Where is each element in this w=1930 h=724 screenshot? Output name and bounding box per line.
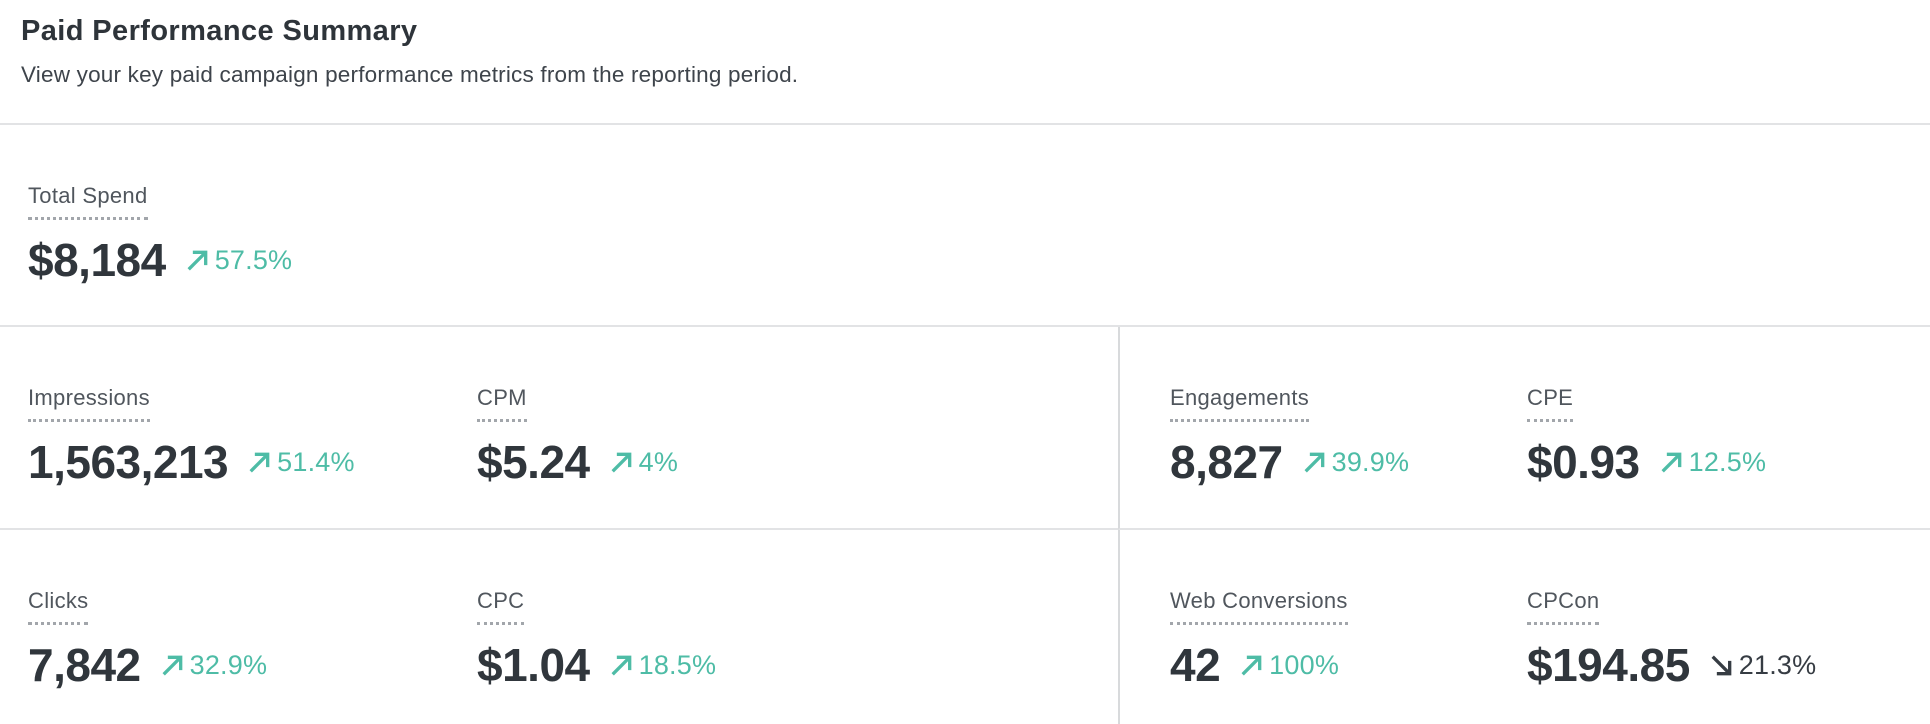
cell-impressions-cpm: Impressions 1,563,213 51.4% CPM $5.24 4%: [0, 327, 1118, 530]
metric-delta-value: 57.5%: [214, 244, 293, 275]
metric-cpe: CPE $0.93 12.5%: [1527, 385, 1766, 488]
metric-label-cpcon[interactable]: CPCon: [1527, 588, 1600, 625]
trend-up-icon: [162, 655, 182, 676]
trend-up-icon: [1304, 452, 1324, 473]
metric-delta-value: 39.9%: [1331, 446, 1410, 477]
metric-cpcon: CPCon $194.85 21.3%: [1527, 588, 1816, 691]
trend-up-icon: [1241, 655, 1262, 676]
metric-value-row: $5.24 4%: [477, 437, 678, 488]
metric-delta: 39.9%: [1300, 447, 1410, 478]
metric-delta-value: 21.3%: [1738, 649, 1817, 680]
metric-delta-value: 12.5%: [1688, 446, 1767, 477]
metric-delta-value: 100%: [1269, 649, 1340, 680]
trend-up-icon: [1661, 452, 1681, 473]
metric-delta: 100%: [1237, 650, 1339, 681]
metric-delta: 32.9%: [158, 650, 268, 681]
metric-value: 7,842: [28, 639, 141, 691]
metric-value: $1.04: [477, 639, 590, 691]
metric-label-cpe[interactable]: CPE: [1527, 385, 1574, 422]
metric-value-row: 42 100%: [1170, 640, 1527, 691]
metric-value-row: 1,563,213 51.4%: [28, 437, 477, 488]
metric-web-conversions: Web Conversions 42 100%: [1170, 588, 1527, 691]
metric-value: 8,827: [1170, 436, 1283, 488]
metric-value: 42: [1170, 639, 1221, 691]
metric-value: $5.24: [477, 436, 590, 488]
page-subtitle: View your key paid campaign performance …: [21, 62, 799, 87]
metric-value-row: 8,827 39.9%: [1170, 437, 1527, 488]
metric-cpc: CPC $1.04 18.5%: [477, 588, 716, 691]
metric-delta-value: 32.9%: [189, 649, 268, 680]
metric-label-cpc[interactable]: CPC: [477, 588, 525, 625]
metric-value-row: $8,184 57.5%: [28, 235, 1930, 286]
metric-value: 1,563,213: [28, 436, 229, 488]
metric-value-row: 7,842 32.9%: [28, 640, 477, 691]
metric-value: $0.93: [1527, 436, 1640, 488]
total-spend-section: Total Spend $8,184 57.5%: [0, 125, 1930, 327]
trend-up-icon: [611, 452, 631, 473]
metric-delta: 21.3%: [1707, 650, 1817, 681]
metric-delta-value: 18.5%: [638, 649, 717, 680]
metric-label-impressions[interactable]: Impressions: [28, 385, 150, 422]
trend-up-icon: [249, 452, 270, 473]
cell-clicks-cpc: Clicks 7,842 32.9% CPC $1.04 18.5%: [0, 530, 1118, 724]
metric-value: $194.85: [1527, 639, 1690, 691]
metric-delta-value: 4%: [638, 446, 679, 477]
metric-delta: 4%: [607, 447, 678, 478]
metrics-grid: Impressions 1,563,213 51.4% CPM $5.24 4%: [0, 327, 1930, 724]
widget-header: Paid Performance Summary View your key p…: [0, 0, 1930, 125]
metric-delta: 51.4%: [245, 447, 355, 478]
metric-label-cpm[interactable]: CPM: [477, 385, 527, 422]
cell-webconversions-cpcon: Web Conversions 42 100% CPCon $194.85 21…: [1118, 530, 1930, 724]
metric-label-total-spend[interactable]: Total Spend: [28, 183, 148, 220]
trend-up-icon: [611, 655, 631, 676]
trend-down-icon: [1711, 655, 1732, 676]
metric-value-row: $1.04 18.5%: [477, 640, 716, 691]
cell-engagements-cpe: Engagements 8,827 39.9% CPE $0.93 12.5%: [1118, 327, 1930, 530]
metric-label-engagements[interactable]: Engagements: [1170, 385, 1310, 422]
metric-value: $8,184: [28, 234, 166, 286]
metric-clicks: Clicks 7,842 32.9%: [28, 588, 477, 691]
metric-delta-value: 51.4%: [277, 446, 355, 477]
metric-delta: 12.5%: [1657, 447, 1767, 478]
metric-cpm: CPM $5.24 4%: [477, 385, 678, 488]
metric-label-clicks[interactable]: Clicks: [28, 588, 89, 625]
metric-value-row: $194.85 21.3%: [1527, 640, 1816, 691]
metric-value-row: $0.93 12.5%: [1527, 437, 1766, 488]
trend-up-icon: [187, 250, 208, 271]
metric-engagements: Engagements 8,827 39.9%: [1170, 385, 1527, 488]
metric-delta: 57.5%: [183, 245, 293, 276]
page-title: Paid Performance Summary: [21, 15, 418, 47]
metric-delta: 18.5%: [607, 650, 717, 681]
metric-label-web-conversions[interactable]: Web Conversions: [1170, 588, 1348, 625]
metric-impressions: Impressions 1,563,213 51.4%: [28, 385, 477, 488]
metric-total-spend: Total Spend $8,184 57.5%: [28, 183, 1930, 286]
